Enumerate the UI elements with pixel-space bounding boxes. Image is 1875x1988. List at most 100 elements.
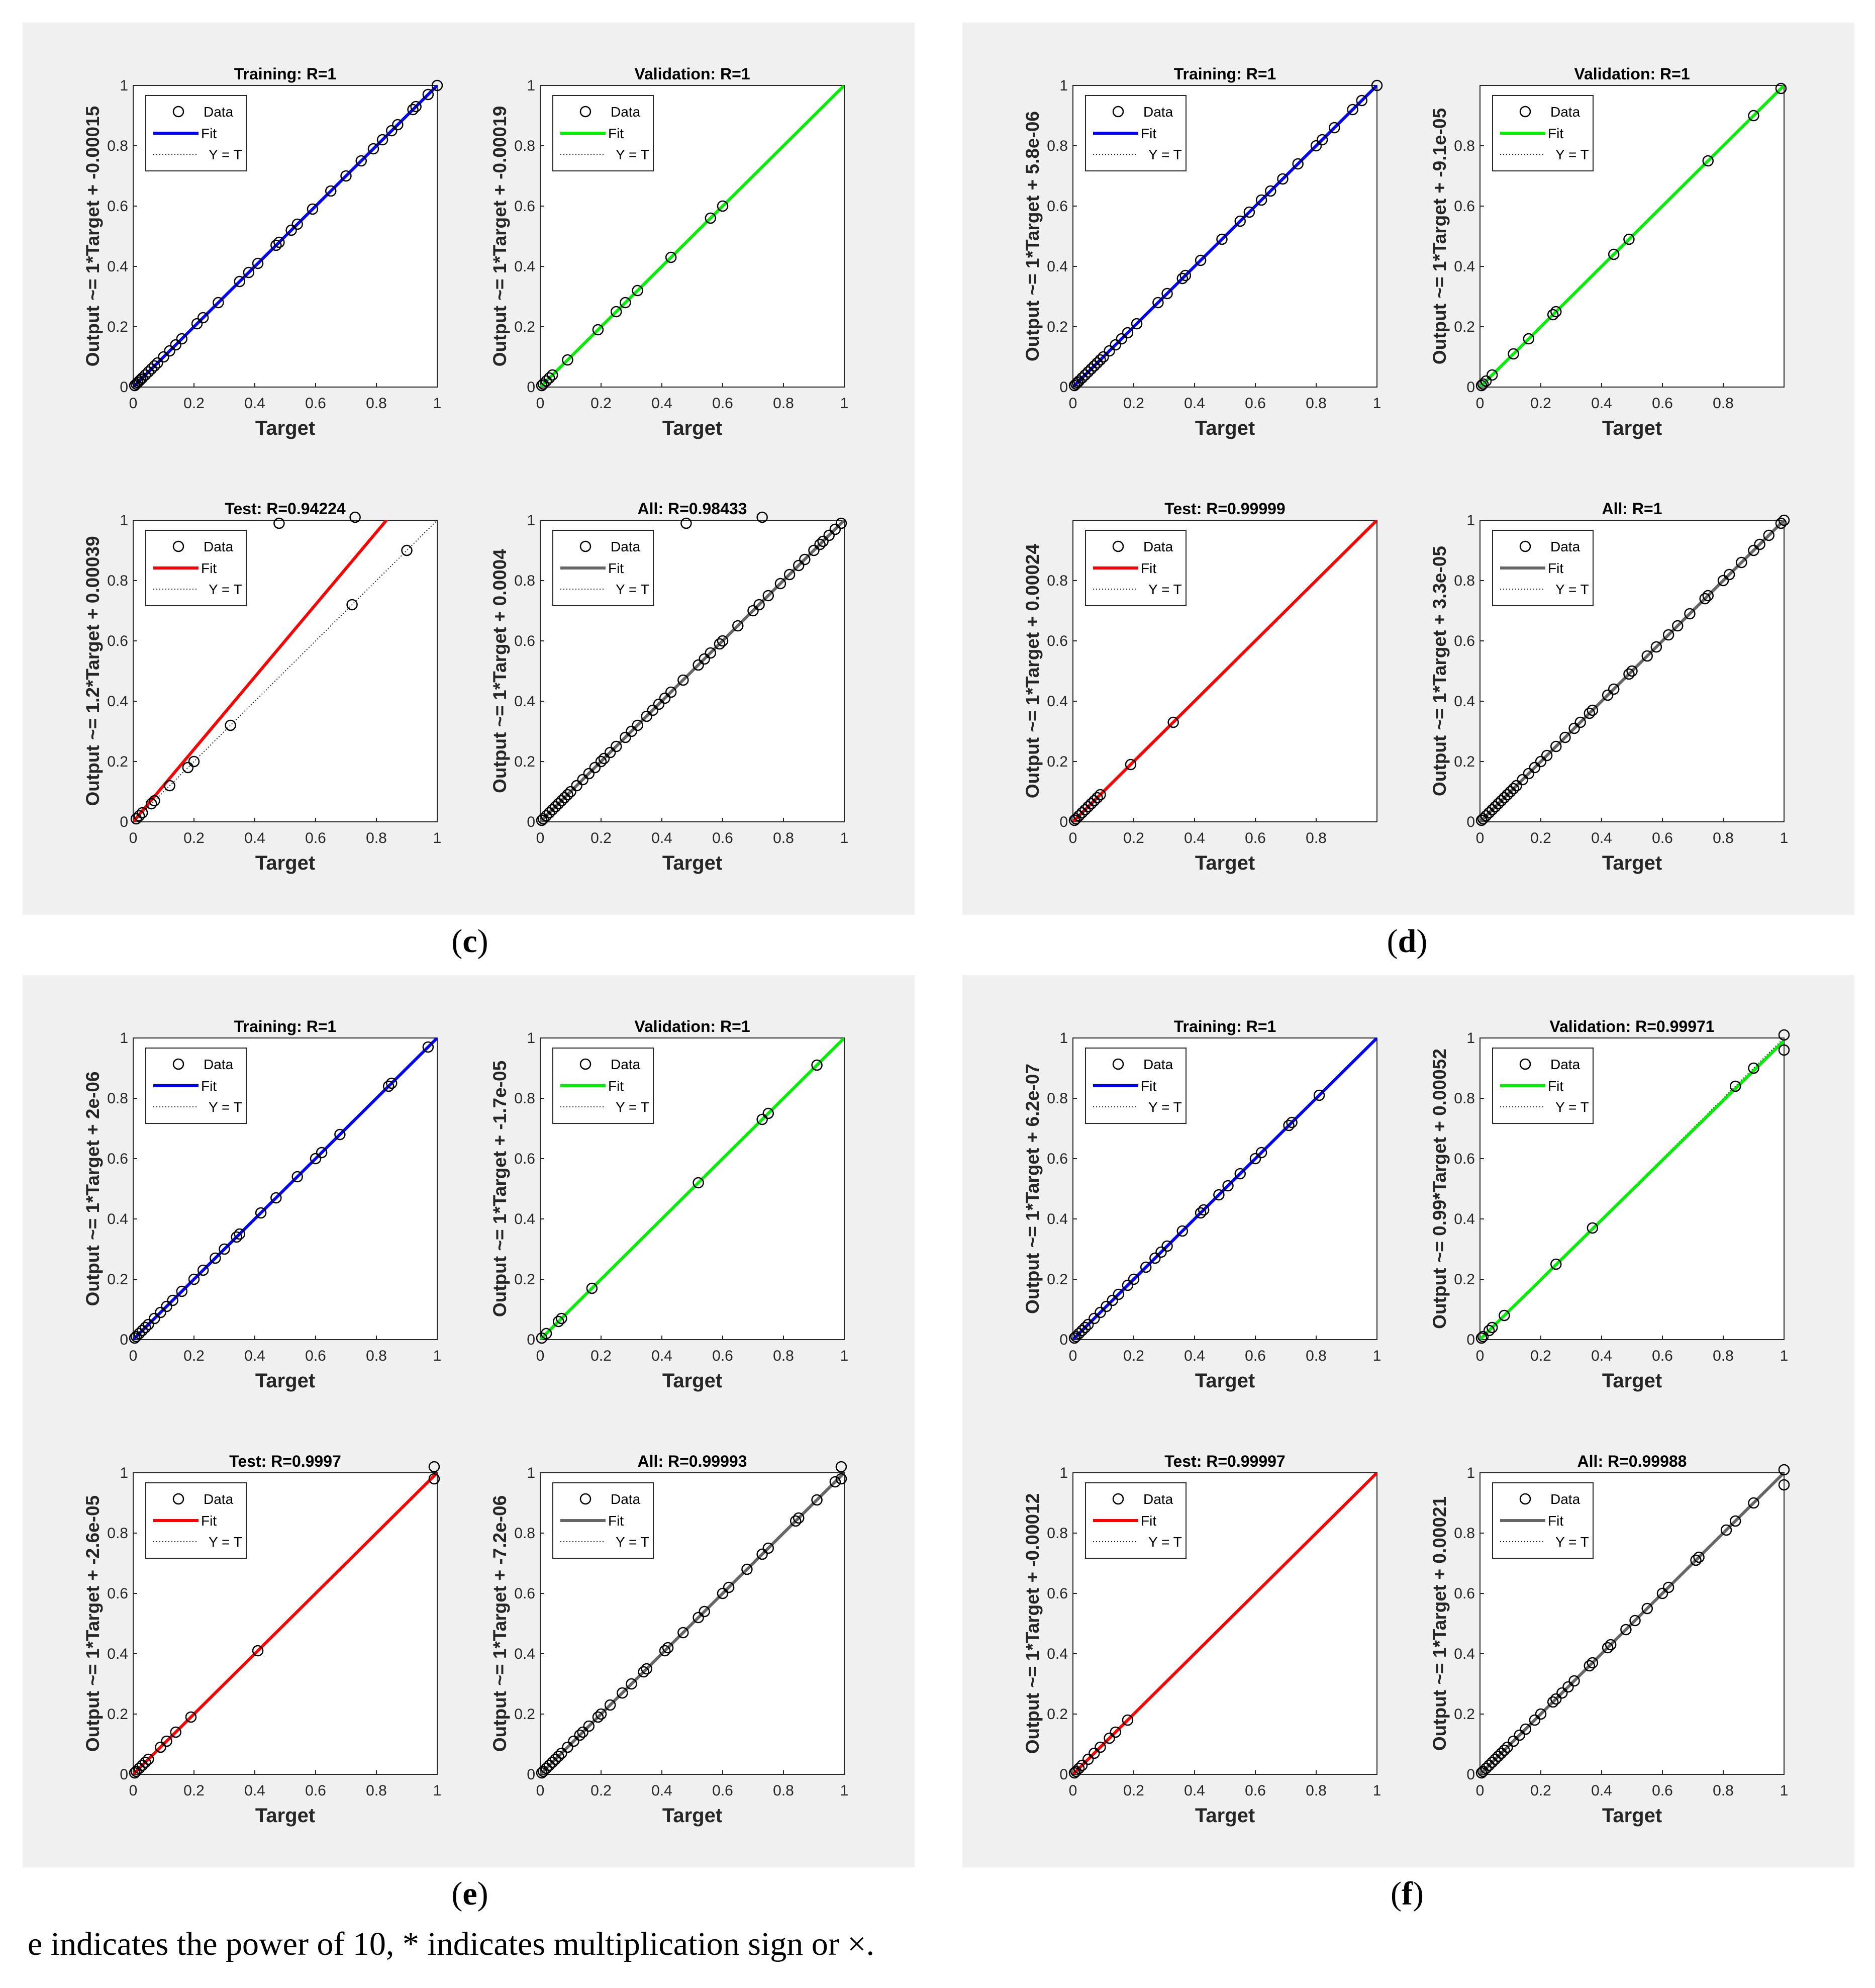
x-tick-label: 0.2 <box>1530 830 1551 846</box>
x-tick-label: 0 <box>1069 395 1077 412</box>
data-point <box>543 372 555 384</box>
y-tick-label: 1 <box>120 77 128 94</box>
legend-data-label: Data <box>1550 1491 1581 1507</box>
data-point <box>1122 327 1134 339</box>
legend: Data Fit Y = T <box>145 1482 247 1559</box>
y-tick-label: 0.4 <box>514 258 535 275</box>
data-point <box>1702 155 1714 167</box>
data-point <box>1508 348 1519 360</box>
subplot-c-2: 0 0.2 0.4 0.6 0.8 1 0 0.2 0.4 0.6 0.8 1 Test: R=0.94… <box>82 500 441 874</box>
x-tick-label: 0.8 <box>1713 1782 1734 1799</box>
data-point <box>291 218 303 230</box>
legend-identity-label: Y = T <box>616 147 649 162</box>
data-point <box>1550 1693 1562 1705</box>
y-tick-label: 1 <box>1059 77 1068 94</box>
y-tick-label: 0.6 <box>1047 633 1068 649</box>
y-tick-label: 0.6 <box>107 198 128 215</box>
data-point <box>139 1321 151 1334</box>
legend-fit-label: Fit <box>1548 126 1563 141</box>
data-point <box>1748 110 1759 122</box>
x-tick-label: 0.8 <box>1306 1348 1327 1364</box>
data-point <box>659 1645 671 1657</box>
y-tick-label: 0.8 <box>1047 1090 1068 1107</box>
data-point <box>334 1128 346 1141</box>
y-tick-label: 0 <box>527 1332 535 1348</box>
data-point <box>307 203 319 215</box>
data-point <box>1702 590 1714 602</box>
fit-line <box>540 1473 844 1774</box>
subplot-c-3: 0 0.2 0.4 0.6 0.8 1 0 0.2 0.4 0.6 0.8 1 All: R=0.984… <box>489 500 848 874</box>
y-tick-label: 0.4 <box>1454 693 1475 710</box>
subplot-title: Test: R=0.99997 <box>1164 1452 1285 1470</box>
data-point <box>1107 1294 1118 1306</box>
y-tick-label: 0.2 <box>1047 1271 1068 1288</box>
y-tick-label: 0.4 <box>514 693 535 710</box>
x-tick-label: 0.6 <box>1652 1348 1673 1364</box>
y-tick-label: 0.2 <box>514 1271 535 1288</box>
data-point <box>422 88 434 101</box>
data-point <box>638 1666 649 1678</box>
data-point <box>589 762 601 774</box>
subplot-title: Training: R=1 <box>234 1017 337 1035</box>
legend-data-label: Data <box>1143 104 1173 120</box>
y-tick-label: 0 <box>527 379 535 396</box>
y-tick-label: 1 <box>120 1030 128 1047</box>
data-point <box>1535 755 1547 768</box>
y-tick-label: 0.4 <box>1047 693 1068 710</box>
x-axis-label: Target <box>255 852 315 874</box>
data-point <box>146 798 157 810</box>
legend: Data Fit Y = T <box>1492 1048 1594 1124</box>
data-point <box>234 275 245 288</box>
data-point <box>133 1762 145 1774</box>
data-point <box>349 511 361 523</box>
y-tick-label: 0.8 <box>514 1090 535 1107</box>
legend-identity-label: Y = T <box>1148 1534 1182 1550</box>
x-tick-label: 0.4 <box>651 1348 672 1364</box>
data-point <box>1748 1497 1759 1509</box>
data-point <box>1292 158 1304 170</box>
data-point <box>1222 1180 1234 1192</box>
legend-identity-label: Y = T <box>209 582 242 597</box>
data-point <box>1626 665 1638 677</box>
y-tick-label: 0.6 <box>1454 1585 1475 1602</box>
legend-marker-icon <box>1112 106 1124 118</box>
data-point <box>604 1699 616 1711</box>
data-point <box>1198 1204 1210 1216</box>
data-point <box>1529 762 1541 774</box>
y-axis-label: Output ~= 1*Target + -9.1e-05 <box>1429 108 1450 364</box>
x-tick-label: 0.8 <box>366 1348 387 1364</box>
y-tick-label: 0 <box>120 379 128 396</box>
data-point <box>1234 1168 1246 1180</box>
data-point <box>677 674 689 686</box>
data-point <box>741 1563 753 1575</box>
y-axis-label: Output ~= 1*Target + -7.2e-06 <box>489 1495 510 1752</box>
data-point <box>136 1324 148 1337</box>
data-point <box>1775 82 1787 94</box>
y-tick-label: 0.4 <box>1454 258 1475 275</box>
panel-label-e: (e) <box>451 1875 488 1912</box>
legend-data-label: Data <box>611 539 641 554</box>
data-point <box>598 752 610 765</box>
x-axis-label: Target <box>255 1805 315 1827</box>
legend-identity-label: Y = T <box>1555 1534 1589 1550</box>
y-tick-label: 0 <box>120 1766 128 1783</box>
data-point <box>1095 789 1106 801</box>
data-point <box>176 1285 188 1297</box>
data-point <box>762 1107 774 1119</box>
legend-data-label: Data <box>1143 1057 1173 1072</box>
y-tick-label: 0.4 <box>514 1646 535 1662</box>
data-point <box>1070 378 1082 390</box>
y-tick-label: 0.8 <box>514 573 535 589</box>
data-point <box>577 774 588 786</box>
y-tick-label: 0 <box>1059 379 1068 396</box>
y-tick-label: 0.8 <box>514 138 535 154</box>
y-tick-label: 0.4 <box>107 1646 128 1662</box>
legend-fit-label: Fit <box>1548 560 1563 576</box>
data-point <box>604 746 616 759</box>
legend-fit-label: Fit <box>1141 1078 1156 1094</box>
data-point <box>1116 333 1128 345</box>
data-point <box>1778 1044 1790 1056</box>
data-point <box>829 1476 841 1488</box>
y-tick-label: 0 <box>1466 814 1475 830</box>
legend: Data Fit Y = T <box>552 1482 654 1559</box>
